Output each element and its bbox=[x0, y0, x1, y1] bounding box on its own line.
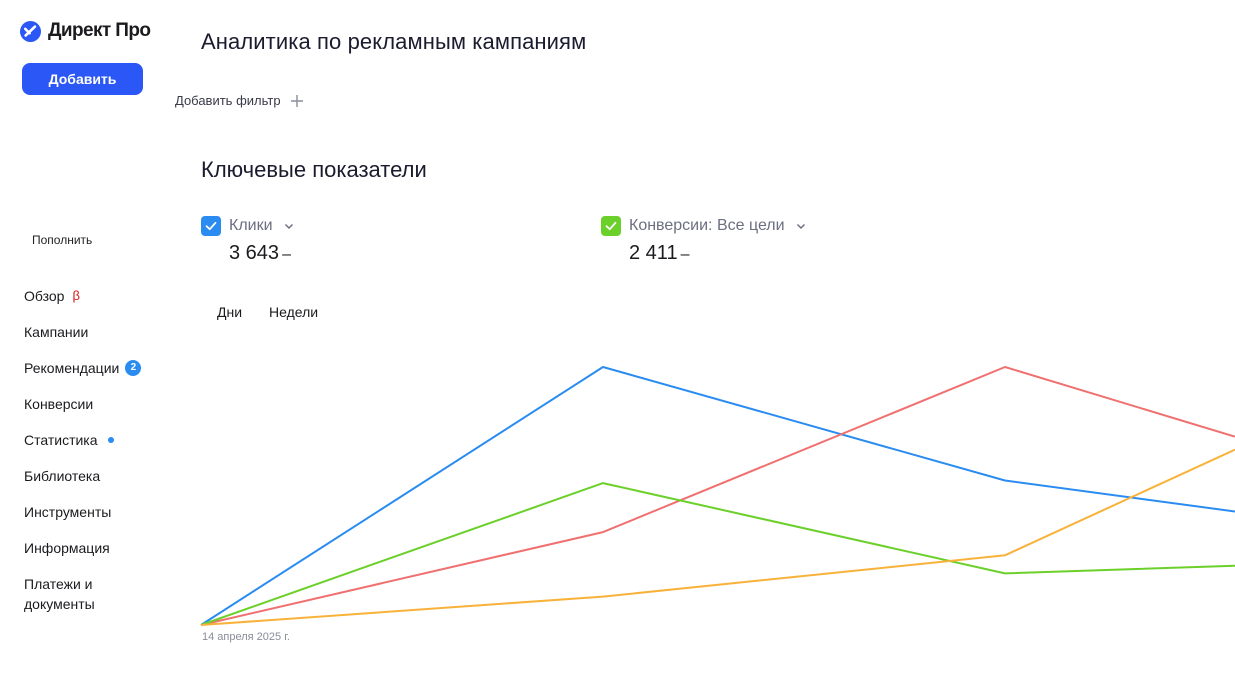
metric-conversions: Конверсии: Все цели 2 411– bbox=[601, 215, 807, 265]
metric-label: Конверсии: Все цели bbox=[629, 217, 785, 234]
metric-clicks: Клики 3 643– bbox=[201, 215, 295, 265]
metric-delta: – bbox=[282, 246, 291, 263]
add-button[interactable]: Добавить bbox=[22, 63, 143, 95]
chevron-down-icon[interactable] bbox=[283, 220, 295, 232]
series-line-green bbox=[200, 482, 1235, 626]
recommendations-count-badge: 2 bbox=[125, 360, 142, 376]
sidebar-item-info[interactable]: Информация bbox=[24, 538, 164, 574]
sidebar-item-label: Обзор bbox=[24, 288, 65, 304]
page-title: Аналитика по рекламным кампаниям bbox=[201, 29, 587, 54]
notification-dot bbox=[107, 437, 114, 443]
sidebar-item-label: Конверсии bbox=[24, 396, 94, 412]
sidebar-item-label: Информация bbox=[24, 540, 110, 556]
sidebar-item-payments[interactable]: Платежи и документы bbox=[24, 574, 164, 618]
sidebar-item-recommendations[interactable]: Рекомендации 2 bbox=[24, 358, 164, 394]
metric-conversions-selector[interactable]: Конверсии: Все цели bbox=[601, 215, 807, 237]
period-tabs: Дни Недели bbox=[217, 304, 345, 320]
metric-clicks-checkbox[interactable] bbox=[201, 216, 221, 236]
payments-label-line1: Платежи и bbox=[24, 576, 93, 592]
check-icon bbox=[605, 221, 617, 231]
metric-value: 3 643 bbox=[229, 242, 280, 264]
plus-icon bbox=[290, 94, 303, 107]
add-filter-button[interactable]: Добавить фильтр bbox=[175, 93, 304, 108]
add-filter-label: Добавить фильтр bbox=[175, 93, 281, 108]
sidebar-item-conversions[interactable]: Конверсии bbox=[24, 394, 164, 430]
sidebar-item-label: Кампании bbox=[24, 324, 89, 340]
sidebar-item-tools[interactable]: Инструменты bbox=[24, 502, 164, 538]
metric-value: 2 411 bbox=[629, 242, 678, 264]
chart-x-tick-label: 14 апреля 2025 г. bbox=[202, 631, 290, 643]
direct-logo-icon bbox=[20, 20, 41, 42]
sidebar-nav: Обзор β Кампании Рекомендации 2 Конверси… bbox=[24, 286, 164, 618]
chevron-down-icon[interactable] bbox=[795, 220, 807, 232]
beta-badge: β bbox=[72, 288, 80, 303]
tab-days[interactable]: Дни bbox=[217, 304, 243, 320]
sidebar-item-label: Инструменты bbox=[24, 504, 112, 520]
sidebar-item-label: Платежи и документы bbox=[24, 574, 95, 614]
metric-value-row: 2 411– bbox=[629, 242, 807, 265]
sidebar-item-label: Статистика bbox=[24, 432, 98, 448]
series-line-blue bbox=[200, 366, 1235, 626]
sidebar-item-campaigns[interactable]: Кампании bbox=[24, 322, 164, 358]
topup-link[interactable]: Пополнить bbox=[32, 233, 93, 247]
logo-text: Директ Про bbox=[48, 20, 151, 41]
payments-label-line2: документы bbox=[24, 596, 95, 612]
metric-delta: – bbox=[680, 246, 690, 263]
series-line-orange bbox=[200, 448, 1235, 626]
metric-clicks-selector[interactable]: Клики bbox=[201, 215, 295, 237]
logo[interactable]: Директ Про bbox=[20, 20, 151, 42]
section-title: Ключевые показатели bbox=[201, 157, 427, 182]
sidebar: Директ Про Добавить Пополнить Обзор β Ка… bbox=[0, 0, 165, 694]
tab-weeks[interactable]: Недели bbox=[269, 304, 319, 320]
metric-label: Клики bbox=[229, 217, 273, 234]
series-line-red bbox=[200, 366, 1235, 626]
sidebar-item-overview[interactable]: Обзор β bbox=[24, 286, 164, 322]
sidebar-item-label: Библиотека bbox=[24, 468, 101, 484]
sidebar-item-statistics[interactable]: Статистика bbox=[24, 430, 164, 466]
sidebar-item-library[interactable]: Библиотека bbox=[24, 466, 164, 502]
sidebar-item-label: Рекомендации bbox=[24, 360, 120, 376]
metric-conversions-checkbox[interactable] bbox=[601, 216, 621, 236]
metric-value-row: 3 643– bbox=[229, 242, 295, 265]
check-icon bbox=[205, 221, 217, 231]
